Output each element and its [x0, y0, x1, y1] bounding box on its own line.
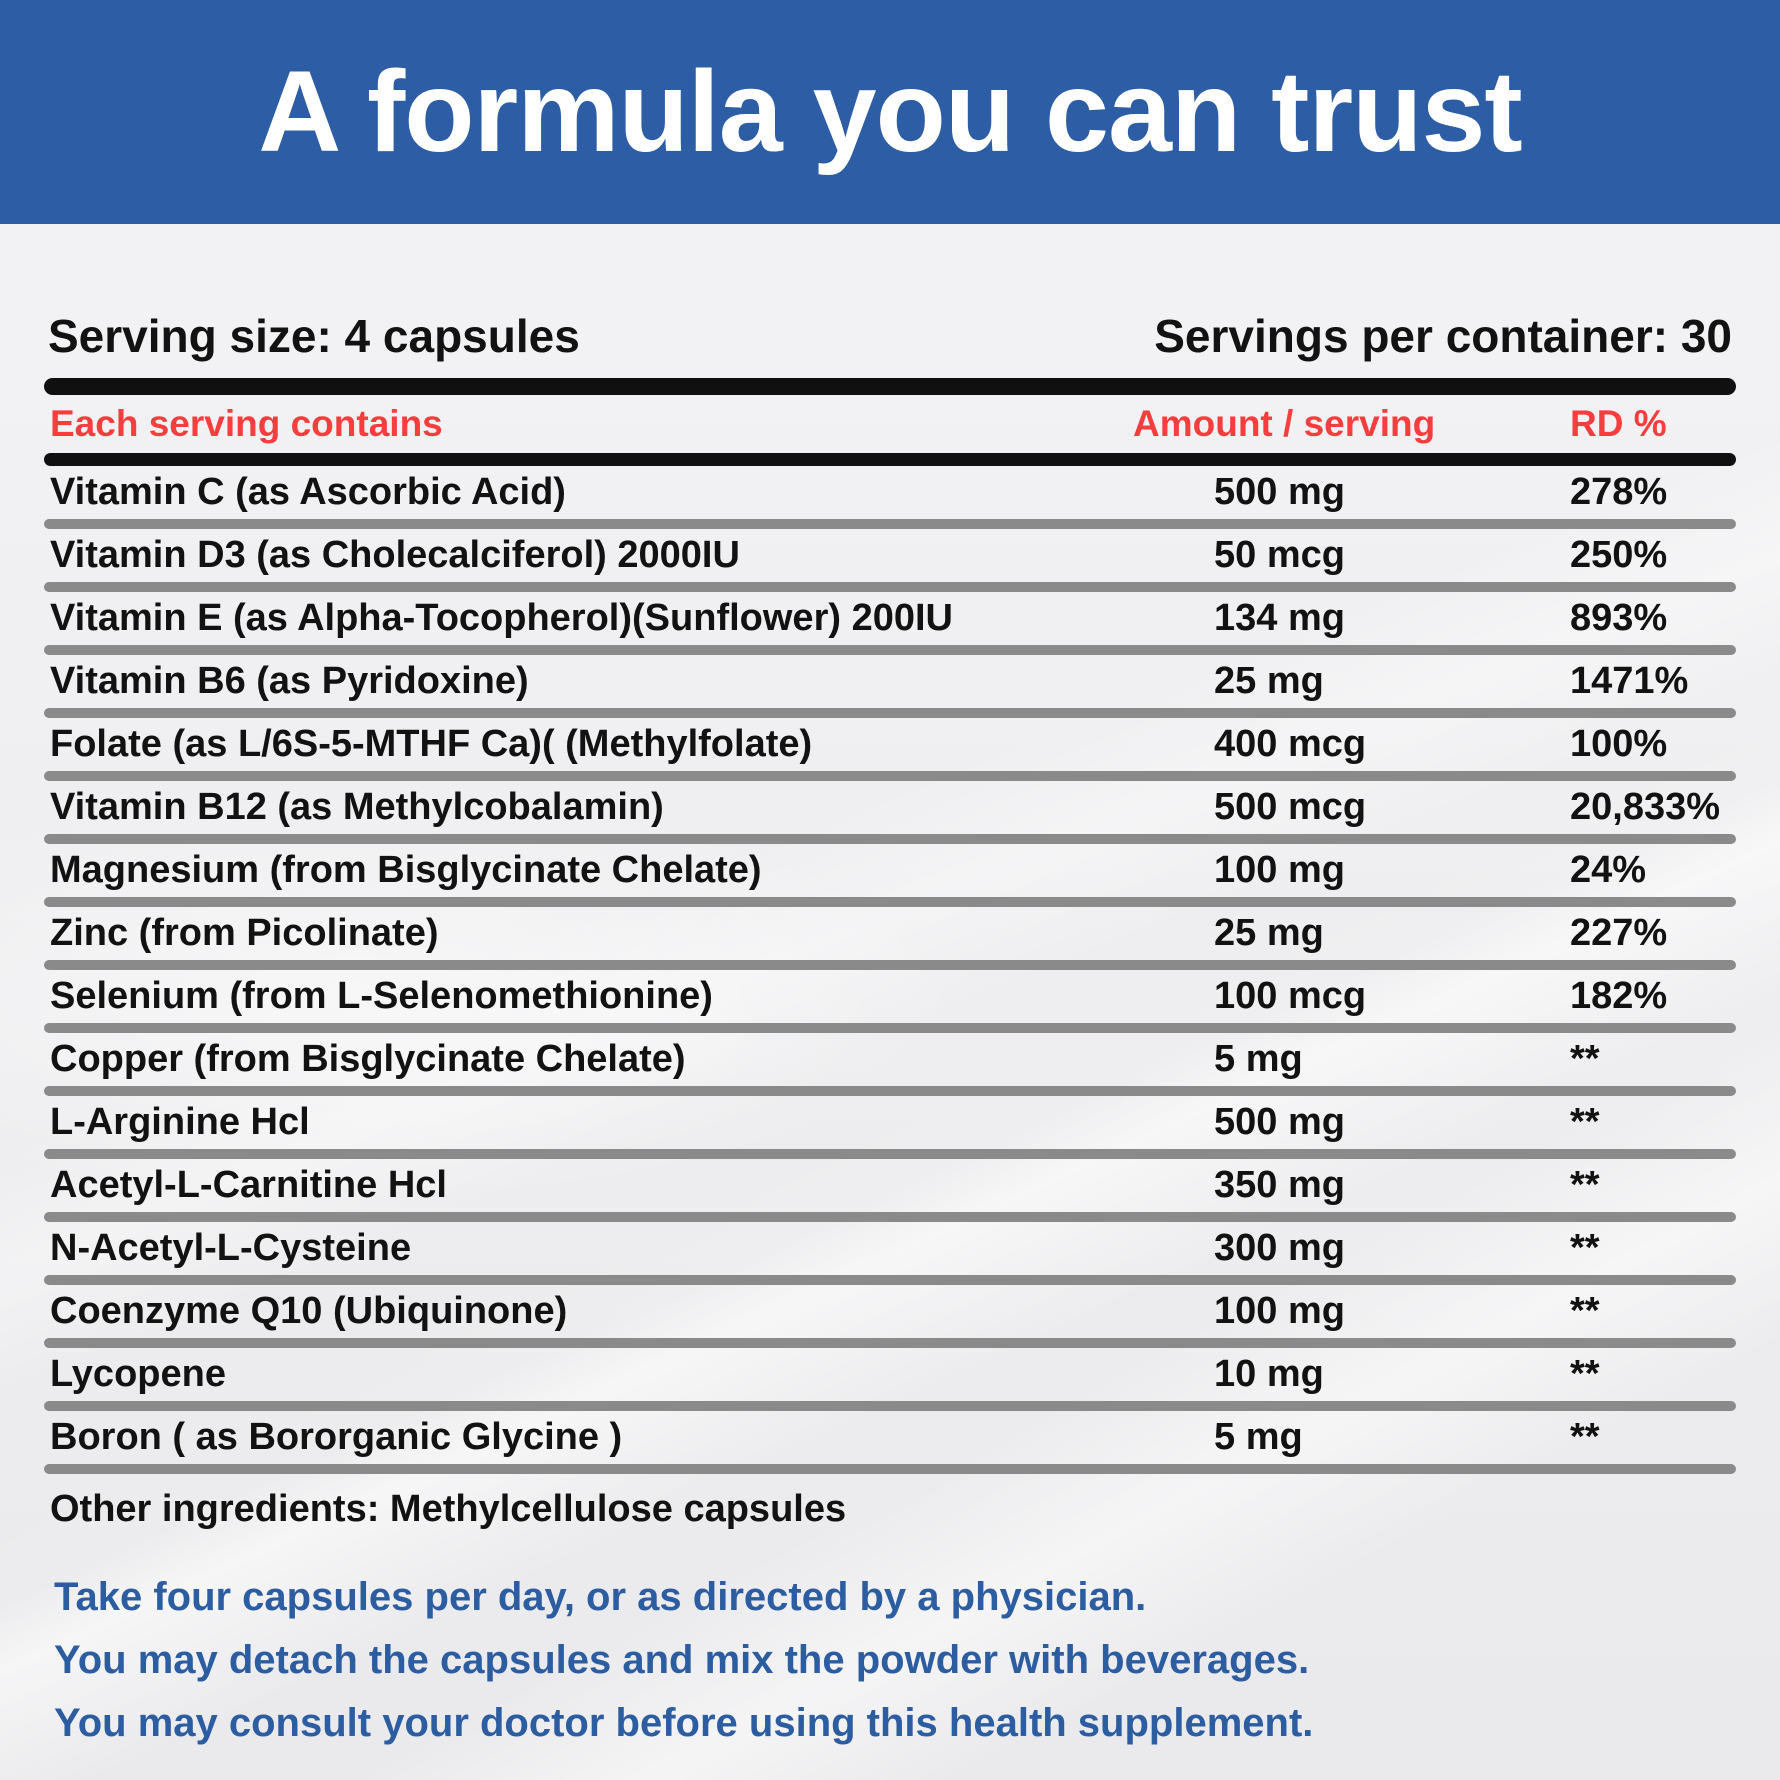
- ingredient-rd-percent: **: [1570, 1101, 1600, 1143]
- row-separator: [44, 708, 1736, 718]
- ingredient-name: Acetyl-L-Carnitine Hcl: [50, 1164, 447, 1206]
- row-separator: [44, 897, 1736, 907]
- column-header-amount: Amount / serving: [1133, 403, 1436, 444]
- ingredient-amount: 50 mcg: [1214, 534, 1345, 576]
- table-row: Acetyl-L-Carnitine Hcl 350 mg **: [44, 1159, 1736, 1222]
- ingredient-rd-percent: 182%: [1570, 975, 1668, 1017]
- other-ingredients: Other ingredients: Methylcellulose capsu…: [50, 1488, 847, 1530]
- ingredient-amount: 500 mg: [1214, 471, 1345, 513]
- ingredient-rd-percent: **: [1570, 1353, 1600, 1395]
- ingredient-name: Magnesium (from Bisglycinate Chelate): [50, 849, 762, 891]
- row-separator: [44, 1212, 1736, 1222]
- table-row: Folate (as L/6S-5-MTHF Ca)( (Methylfolat…: [44, 718, 1736, 781]
- ingredient-amount: 25 mg: [1214, 660, 1324, 702]
- ingredient-name: N-Acetyl-L-Cysteine: [50, 1227, 412, 1269]
- row-separator: [44, 1023, 1736, 1033]
- row-separator: [44, 771, 1736, 781]
- ingredient-rd-percent: 20,833%: [1570, 786, 1721, 828]
- table-row: Vitamin C (as Ascorbic Acid) 500 mg 278%: [44, 466, 1736, 529]
- row-separator: [44, 1086, 1736, 1096]
- row-separator: [44, 1275, 1736, 1285]
- ingredient-name: Vitamin B12 (as Methylcobalamin): [50, 786, 664, 828]
- ingredient-rd-percent: **: [1570, 1164, 1600, 1206]
- table-row: Vitamin B12 (as Methylcobalamin) 500 mcg…: [44, 781, 1736, 844]
- table-row: Copper (from Bisglycinate Chelate) 5 mg …: [44, 1033, 1736, 1096]
- ingredient-name: Boron ( as Bororganic Glycine ): [50, 1416, 623, 1458]
- ingredient-rd-percent: 227%: [1570, 912, 1668, 954]
- divider-bar-top: [44, 378, 1736, 395]
- table-row: Selenium (from L-Selenomethionine) 100 m…: [44, 970, 1736, 1033]
- ingredient-amount: 25 mg: [1214, 912, 1324, 954]
- ingredient-name: Vitamin D3 (as Cholecalciferol) 2000IU: [50, 534, 740, 576]
- row-separator: [44, 582, 1736, 592]
- ingredient-name: Lycopene: [50, 1353, 226, 1395]
- ingredient-name: Zinc (from Picolinate): [50, 912, 439, 954]
- ingredient-amount: 5 mg: [1214, 1416, 1303, 1458]
- ingredient-rd-percent: 250%: [1570, 534, 1668, 576]
- ingredient-amount: 134 mg: [1214, 597, 1345, 639]
- ingredient-name: Folate (as L/6S-5-MTHF Ca)( (Methylfolat…: [50, 723, 813, 765]
- column-header-ingredient: Each serving contains: [50, 403, 443, 444]
- ingredient-name: Vitamin B6 (as Pyridoxine): [50, 660, 529, 702]
- ingredient-amount: 100 mg: [1214, 849, 1345, 891]
- table-header-row: Each serving contains Amount / serving R…: [44, 395, 1736, 453]
- table-row: N-Acetyl-L-Cysteine 300 mg **: [44, 1222, 1736, 1285]
- ingredient-name: Vitamin C (as Ascorbic Acid): [50, 471, 566, 513]
- ingredient-rd-percent: 278%: [1570, 471, 1668, 513]
- servings-per-container-label: Servings per container: 30: [1154, 310, 1732, 362]
- table-row: Vitamin D3 (as Cholecalciferol) 2000IU 5…: [44, 529, 1736, 592]
- ingredient-amount: 10 mg: [1214, 1353, 1324, 1395]
- ingredient-amount: 400 mcg: [1214, 723, 1367, 765]
- column-header-rd: RD %: [1570, 403, 1667, 444]
- row-separator: [44, 519, 1736, 529]
- directions: Take four capsules per day, or as direct…: [44, 1576, 1736, 1744]
- page-title: A formula you can trust: [258, 48, 1522, 176]
- row-separator: [44, 1338, 1736, 1348]
- serving-size-label: Serving size: 4 capsules: [48, 310, 580, 362]
- table-row: Boron ( as Bororganic Glycine ) 5 mg **: [44, 1411, 1736, 1474]
- row-separator: [44, 1401, 1736, 1411]
- ingredient-table: Vitamin C (as Ascorbic Acid) 500 mg 278%…: [44, 466, 1736, 1474]
- ingredient-name: Copper (from Bisglycinate Chelate): [50, 1038, 686, 1080]
- ingredient-rd-percent: 100%: [1570, 723, 1668, 765]
- ingredient-amount: 500 mg: [1214, 1101, 1345, 1143]
- ingredient-name: Coenzyme Q10 (Ubiquinone): [50, 1290, 568, 1332]
- ingredient-amount: 100 mcg: [1214, 975, 1367, 1017]
- ingredient-rd-percent: 893%: [1570, 597, 1668, 639]
- ingredient-rd-percent: **: [1570, 1290, 1600, 1332]
- row-separator: [44, 1149, 1736, 1159]
- banner: A formula you can trust: [0, 0, 1780, 224]
- table-row: Lycopene 10 mg **: [44, 1348, 1736, 1411]
- ingredient-rd-percent: **: [1570, 1227, 1600, 1269]
- ingredient-name: L-Arginine Hcl: [50, 1101, 310, 1143]
- ingredient-rd-percent: **: [1570, 1038, 1600, 1080]
- serving-info-row: Serving size: 4 capsules Servings per co…: [44, 310, 1736, 362]
- row-separator: [44, 960, 1736, 970]
- table-row: Vitamin E (as Alpha-Tocopherol)(Sunflowe…: [44, 592, 1736, 655]
- ingredient-rd-percent: 24%: [1570, 849, 1647, 891]
- divider-bar-header: [44, 453, 1736, 466]
- ingredient-rd-percent: 1471%: [1570, 660, 1689, 702]
- table-row: Vitamin B6 (as Pyridoxine) 25 mg 1471%: [44, 655, 1736, 718]
- ingredient-amount: 100 mg: [1214, 1290, 1345, 1332]
- directions-line-2: You may detach the capsules and mix the …: [54, 1638, 1310, 1682]
- ingredient-amount: 500 mcg: [1214, 786, 1367, 828]
- ingredient-amount: 300 mg: [1214, 1227, 1345, 1269]
- ingredient-name: Vitamin E (as Alpha-Tocopherol)(Sunflowe…: [50, 597, 953, 639]
- table-row: L-Arginine Hcl 500 mg **: [44, 1096, 1736, 1159]
- label-body: Serving size: 4 capsules Servings per co…: [0, 224, 1780, 1744]
- table-row: Zinc (from Picolinate) 25 mg 227%: [44, 907, 1736, 970]
- table-row: Coenzyme Q10 (Ubiquinone) 100 mg **: [44, 1285, 1736, 1348]
- row-separator: [44, 834, 1736, 844]
- ingredient-amount: 5 mg: [1214, 1038, 1303, 1080]
- table-row: Magnesium (from Bisglycinate Chelate) 10…: [44, 844, 1736, 907]
- row-separator: [44, 1464, 1736, 1474]
- row-separator: [44, 645, 1736, 655]
- ingredient-rd-percent: **: [1570, 1416, 1600, 1458]
- ingredient-name: Selenium (from L-Selenomethionine): [50, 975, 713, 1017]
- ingredient-amount: 350 mg: [1214, 1164, 1345, 1206]
- directions-line-3: You may consult your doctor before using…: [54, 1701, 1314, 1745]
- directions-line-1: Take four capsules per day, or as direct…: [54, 1575, 1147, 1619]
